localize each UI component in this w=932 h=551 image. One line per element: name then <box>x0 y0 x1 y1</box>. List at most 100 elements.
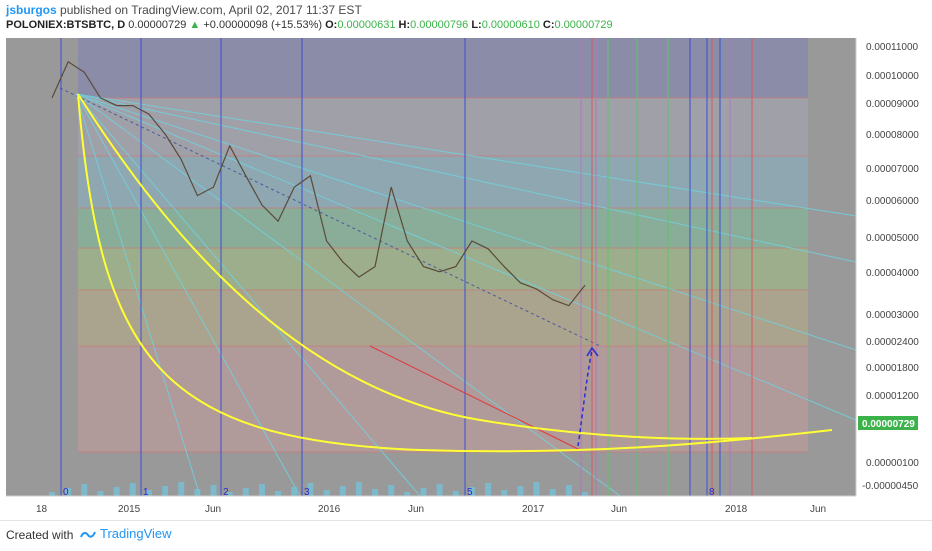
y-tick-label: 0.00004000 <box>866 268 919 279</box>
volume-bar <box>339 486 346 496</box>
last-price: 0.00000729 <box>128 19 187 31</box>
volume-bar <box>258 484 265 496</box>
y-tick-label: 0.00008000 <box>866 130 919 141</box>
price-change: +0.00000098 (+15.53%) <box>203 19 323 31</box>
volume-bar <box>194 489 201 496</box>
volume-bar <box>501 490 508 496</box>
cycle-label: 1 <box>143 487 149 498</box>
last-price-tag <box>858 416 918 430</box>
published-text: published on TradingView.com, April 02, … <box>60 3 362 17</box>
y-tick-label: 0.00003000 <box>866 310 919 321</box>
x-tick-label: 2017 <box>522 504 545 515</box>
y-tick-label: 0.00000100 <box>866 458 919 469</box>
fib-band <box>78 156 808 208</box>
volume-bar <box>468 487 475 496</box>
volume-bar <box>388 485 395 496</box>
volume-bar <box>226 492 233 496</box>
created-with-text: Created with <box>6 528 74 542</box>
close-value: 0.00000729 <box>554 19 613 31</box>
low-label: L: <box>471 19 482 31</box>
y-tick-label: 0.00001200 <box>866 391 919 402</box>
y-tick-label: 0.00002400 <box>866 337 919 348</box>
last-price-tag-label: 0.00000729 <box>862 419 915 430</box>
y-tick-label: -0.00000450 <box>862 481 919 492</box>
price-series <box>51 60 586 307</box>
low-value: 0.00000610 <box>481 19 540 31</box>
time-axis[interactable] <box>0 496 932 520</box>
volume-bar <box>275 491 282 496</box>
cycle-label: 3 <box>304 487 310 498</box>
time-axis-labels: 18 2015 Jun 2016 Jun 2017 Jun 2018 Jun <box>36 504 826 515</box>
volume-bar <box>307 483 314 496</box>
y-tick-label: 0.00011000 <box>866 42 919 53</box>
volume-bar <box>420 488 427 496</box>
volume-bar <box>210 485 217 496</box>
tradingview-logo-icon <box>80 531 96 538</box>
downtrend-line <box>369 345 581 451</box>
x-tick-label: Jun <box>611 504 627 515</box>
volume-bar <box>404 492 411 496</box>
price-axis-labels: 0.00011000 0.00010000 0.00009000 0.00008… <box>862 42 919 492</box>
open-label: O: <box>325 19 338 31</box>
volume-bar <box>565 485 572 496</box>
close-label: C: <box>542 19 555 31</box>
volume-bar <box>242 488 249 496</box>
arrow-head-icon <box>586 346 599 357</box>
fib-band <box>78 248 808 290</box>
volume-bar <box>355 482 362 496</box>
volume-bar <box>582 492 588 496</box>
y-tick-label: 0.00001800 <box>866 363 919 374</box>
yellow-arc-lower <box>77 93 833 453</box>
volume-bar <box>113 487 120 496</box>
volume-bar <box>129 483 136 496</box>
volume-bar <box>485 483 492 496</box>
volume-bar <box>323 490 330 496</box>
symbol-label: POLONIEX:BTSBTC, D <box>6 19 126 31</box>
open-value: 0.00000631 <box>337 19 396 31</box>
volume-bar <box>452 491 459 496</box>
triangle-up-icon: ▲ <box>189 19 201 31</box>
trend-line <box>59 87 601 347</box>
volume-bar <box>178 482 185 496</box>
volume-bar <box>372 489 379 496</box>
volume-bar <box>65 488 72 496</box>
footer: Created with TradingView <box>0 520 932 551</box>
high-label: H: <box>398 19 411 31</box>
volume-bars <box>49 482 588 496</box>
fib-band <box>78 290 808 346</box>
y-tick-label: 0.00007000 <box>866 164 919 175</box>
cycle-label: 0 <box>63 487 69 498</box>
x-tick-label: Jun <box>205 504 221 515</box>
high-value: 0.00000796 <box>410 19 469 31</box>
volume-bar <box>162 486 169 496</box>
volume-bar <box>436 484 443 496</box>
volume-bar <box>533 482 540 496</box>
y-tick-label: 0.00009000 <box>866 99 919 110</box>
volume-bar <box>97 491 104 496</box>
x-tick-label: 2018 <box>725 504 748 515</box>
y-tick-label: 0.00006000 <box>866 196 919 207</box>
chart-svg[interactable]: 0 1 2 3 5 8 0.00011000 0.00010000 0.0000… <box>0 0 932 520</box>
cycle-label: 8 <box>709 487 715 498</box>
tradingview-link[interactable]: TradingView <box>100 526 172 541</box>
x-tick-label: 2015 <box>118 504 141 515</box>
volume-bar <box>49 492 55 496</box>
x-tick-label: Jun <box>810 504 826 515</box>
yellow-arc-upper <box>77 93 753 440</box>
fib-band <box>78 346 808 452</box>
projection-arrow <box>577 349 593 447</box>
volume-bar <box>81 484 88 496</box>
fib-band <box>78 38 808 98</box>
author-link[interactable]: jsburgos <box>6 3 57 17</box>
volume-bar <box>549 489 556 496</box>
y-tick-label: 0.00005000 <box>866 233 919 244</box>
volume-bar <box>291 487 298 496</box>
ohlc-line: POLONIEX:BTSBTC, D 0.00000729 ▲ +0.00000… <box>6 19 613 31</box>
x-tick-label: 2016 <box>318 504 341 515</box>
fib-band <box>78 98 808 156</box>
x-tick-label: 18 <box>36 504 48 515</box>
publish-line: jsburgos published on TradingView.com, A… <box>6 3 362 17</box>
y-tick-label: 0.00010000 <box>866 71 919 82</box>
volume-bar <box>145 490 152 496</box>
